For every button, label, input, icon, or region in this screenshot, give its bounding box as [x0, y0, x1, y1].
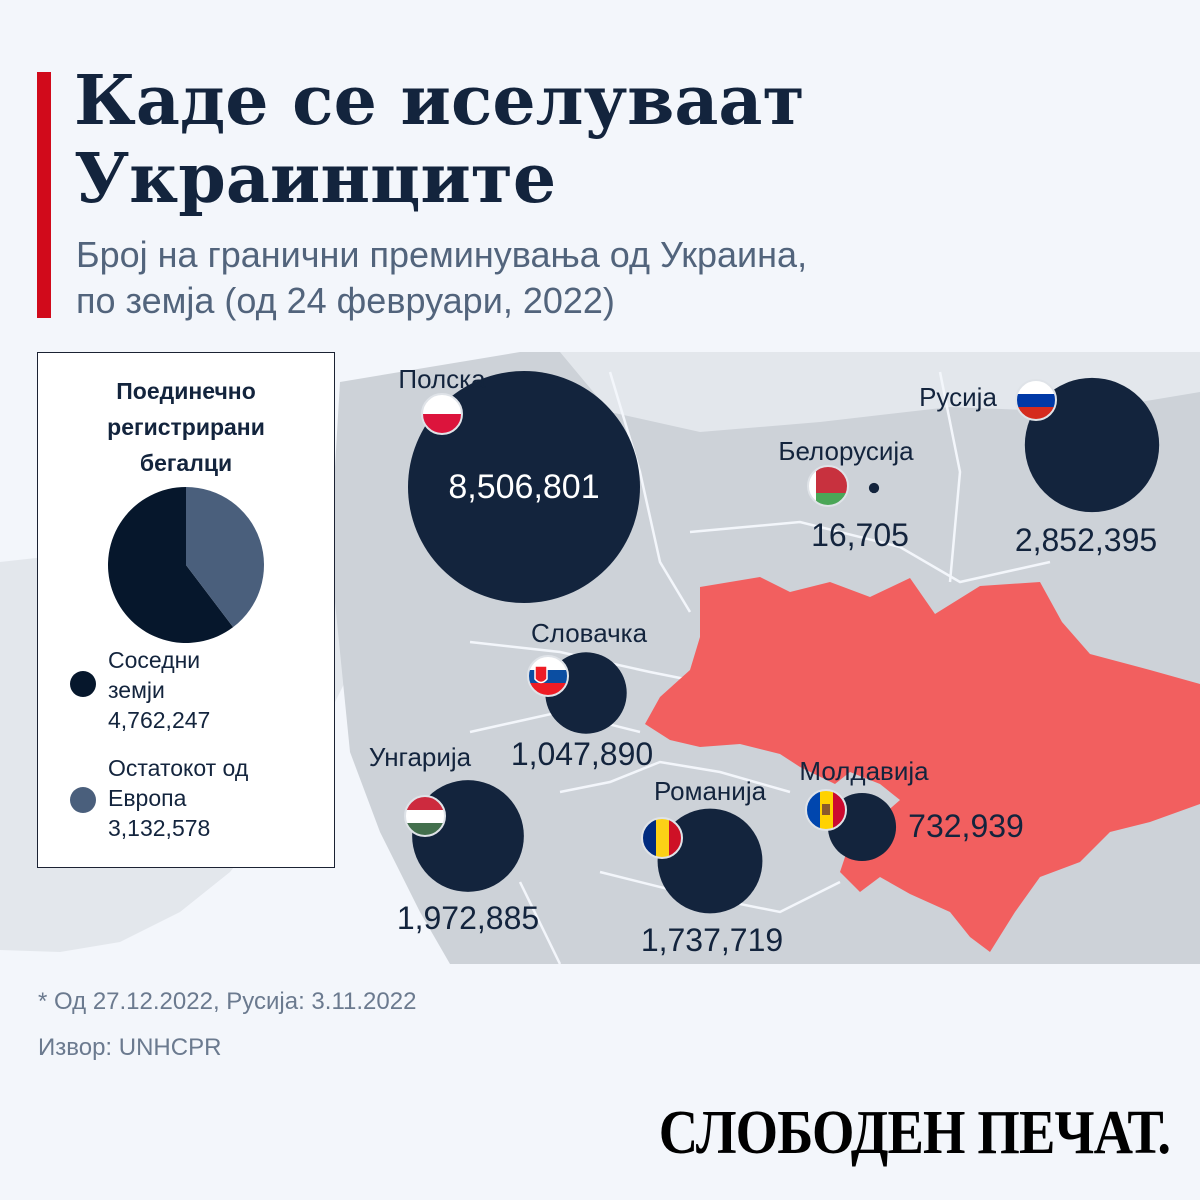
legend-box: Поединечно регистрирани бегалци Соседни …	[37, 352, 335, 868]
footnote: * Од 27.12.2022, Русија: 3.11.2022	[38, 988, 417, 1015]
legend-label-line: земји	[108, 677, 165, 703]
flag-russia-icon	[1015, 379, 1057, 421]
ukraine-shape	[645, 577, 1200, 952]
page-subtitle: Број на гранични преминувања од Украина,…	[76, 232, 1176, 324]
flag-moldova-icon	[805, 789, 847, 831]
country-borders	[469, 371, 1051, 964]
pie-slice-neighbors	[107, 487, 234, 643]
value-label-hungary: 1,972,885	[396, 900, 540, 936]
border-line	[938, 371, 962, 583]
land-north-baltic	[560, 352, 1200, 432]
subtitle-line: по земја (од 24 февруари, 2022)	[76, 280, 615, 321]
bubble-russia	[1024, 377, 1160, 513]
flag-hungary-icon	[404, 795, 446, 837]
country-name-belarus: Белорусија	[778, 436, 914, 466]
value-label-belarus: 16,705	[811, 517, 909, 553]
subtitle-line: Број на гранични преминувања од Украина,	[76, 234, 808, 275]
legend-value: 4,762,247	[108, 707, 211, 733]
accent-bar	[37, 72, 51, 318]
legend-dot-neighbors	[70, 671, 96, 697]
country-name-slovakia: Словачка	[530, 618, 648, 648]
bubble-layer	[404, 371, 1160, 914]
bubble-belarus	[868, 482, 880, 494]
legend-title: Поединечно регистрирани бегалци	[38, 373, 334, 481]
flag-slovakia-icon	[527, 655, 569, 697]
bubble-romania	[657, 808, 763, 914]
country-name-romania: Романија	[653, 776, 767, 806]
country-name-russia: Русија	[919, 382, 997, 412]
refugee-map: Полска 8,506,801 Русија 2,852,395 Белорусија…	[0, 352, 1200, 964]
value-label-slovakia: 1,047,890	[510, 736, 654, 772]
pie-slice-rest-of-europe	[186, 487, 264, 628]
value-label-russia: 2,852,395	[1014, 522, 1158, 558]
border-line	[608, 371, 692, 613]
value-label-moldova: 732,939	[908, 808, 1024, 844]
legend-label-line: Соседни	[108, 647, 201, 673]
bubble-poland	[408, 371, 640, 603]
border-line	[559, 760, 791, 794]
flag-belarus-icon	[807, 465, 849, 507]
flag-poland-icon	[421, 393, 463, 435]
source-note: Извор: UNHCPR	[38, 1034, 222, 1061]
title-line: Украинците	[74, 139, 557, 219]
brand-logo: СЛОБОДЕН ПЕЧАТ.	[658, 1099, 1171, 1167]
page-title: Каде се иселуваат Украинците	[74, 62, 1174, 218]
value-label-poland: 8,506,801	[448, 468, 600, 506]
legend-title-line: бегалци	[139, 450, 233, 476]
value-label-romania: 1,737,719	[640, 922, 784, 958]
country-name-poland: Полска	[398, 364, 486, 394]
country-name-hungary: Унгарија	[368, 742, 472, 772]
legend-label-line: Европа	[108, 785, 187, 811]
legend-item-rest-of-europe: Остатокот од Европа 3,132,578	[108, 753, 328, 843]
legend-value: 3,132,578	[108, 815, 211, 841]
legend-dot-rest-of-europe	[70, 787, 96, 813]
country-name-moldova: Молдавија	[799, 756, 929, 786]
title-line: Каде се иселуваат	[74, 61, 805, 141]
legend-label-line: Остатокот од	[108, 755, 249, 781]
legend-item-neighbors: Соседни земји 4,762,247	[108, 645, 328, 735]
flag-romania-icon	[641, 817, 683, 859]
pie-chart	[107, 487, 264, 643]
legend-title-line: регистрирани	[107, 414, 265, 440]
border-line	[518, 881, 562, 964]
legend-title-line: Поединечно	[116, 378, 256, 404]
border-line	[689, 520, 1051, 584]
